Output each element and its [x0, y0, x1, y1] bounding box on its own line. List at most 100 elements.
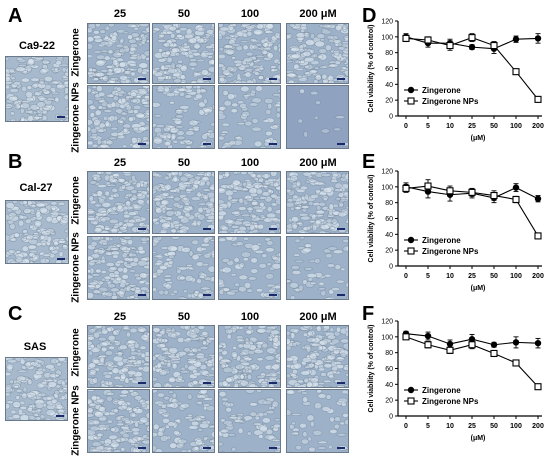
legend-marker-zingerone — [407, 386, 415, 394]
y-tick-label: 120 — [381, 19, 393, 26]
panel-letter-f: F — [362, 303, 375, 325]
y-tick-label: 80 — [385, 350, 393, 357]
legend-label-zingerone-nps: Zingerone NPs — [422, 247, 479, 256]
micrograph-b-zingerone-2 — [218, 171, 281, 234]
legend-label-zingerone-nps: Zingerone NPs — [422, 97, 479, 106]
y-tick-label: 100 — [381, 34, 393, 41]
x-tick-label: 200 — [532, 273, 544, 280]
data-point-zingerone — [512, 339, 520, 346]
panel-letter-a: A — [8, 5, 23, 27]
x-tick-label: 50 — [490, 123, 498, 130]
y-axis-label: Cell viability (% of control) — [368, 175, 375, 263]
conc-header-c-200: 200 μM — [299, 311, 337, 323]
micrograph-c-zingerone-nps-0 — [87, 389, 150, 453]
micrograph-c-zingerone-nps-2 — [218, 389, 281, 453]
x-tick-label: 0 — [404, 123, 408, 130]
scale-bar — [269, 228, 277, 230]
legend-label-zingerone: Zingerone — [422, 386, 461, 395]
scale-bar — [203, 382, 211, 384]
data-point-zingerone-nps — [534, 232, 542, 240]
row-label-a-zingerone-nps: Zingerone NPs — [70, 82, 82, 153]
data-point-zingerone-nps — [534, 95, 542, 103]
scale-bar — [203, 78, 211, 80]
micrograph-b-zingerone-nps-0 — [87, 236, 150, 300]
micrograph-a-zingerone-1 — [152, 23, 215, 84]
micrograph-c-zingerone-0 — [87, 325, 150, 388]
legend-marker-zingerone-nps — [407, 397, 415, 405]
conc-header-c-50: 50 — [177, 311, 191, 323]
micrograph-b-zingerone-0 — [87, 171, 150, 234]
micrograph-a-zingerone-nps-2 — [218, 85, 281, 149]
cell-line-label-a: Ca9-22 — [18, 40, 56, 52]
scale-bar — [203, 228, 211, 230]
data-point-zingerone-nps — [402, 184, 410, 192]
micrograph-b-zingerone-3 — [286, 171, 349, 234]
y-tick-label: 20 — [385, 98, 393, 105]
conc-header-a-100: 100 — [240, 8, 260, 20]
data-point-zingerone-nps — [512, 68, 520, 76]
y-tick-label: 80 — [385, 50, 393, 57]
x-tick-label: 0 — [404, 423, 408, 430]
legend-marker-zingerone-nps — [407, 97, 415, 105]
data-point-zingerone-nps — [512, 359, 520, 367]
conc-header-c-100: 100 — [240, 311, 260, 323]
y-axis-label: Cell viability (% of control) — [368, 25, 375, 113]
x-tick-label: 5 — [426, 273, 430, 280]
scale-bar — [56, 415, 64, 417]
data-point-zingerone — [468, 43, 476, 51]
conc-header-b-25: 25 — [113, 157, 127, 169]
data-point-zingerone — [446, 340, 454, 348]
cell-line-label-c: SAS — [23, 341, 47, 353]
scale-bar — [138, 382, 146, 384]
conc-header-b-50: 50 — [177, 157, 191, 169]
conc-header-a-50: 50 — [177, 8, 191, 20]
viability-chart-e: 0 20 40 60 80 100 120 0 5 10 25 50 100 200 (μM) Cell vi… — [368, 169, 544, 293]
micrograph-b-zingerone-1 — [152, 171, 215, 234]
scale-bar — [269, 143, 277, 145]
y-tick-label: 0 — [389, 414, 393, 421]
micrograph-a-zingerone-2 — [218, 23, 281, 84]
micrograph-c-zingerone-nps-3 — [286, 389, 349, 453]
data-point-zingerone-nps — [468, 341, 476, 349]
micrograph-c-zingerone-2 — [218, 325, 281, 388]
y-tick-label: 40 — [385, 82, 393, 89]
x-axis-label: (μM) — [471, 135, 486, 142]
data-point-zingerone-nps — [424, 36, 432, 44]
scale-bar — [337, 228, 345, 230]
data-point-zingerone-nps — [446, 187, 454, 195]
x-tick-label: 50 — [490, 423, 498, 430]
scale-bar — [138, 447, 146, 449]
scale-bar — [337, 382, 345, 384]
micrograph-b-zingerone-nps-1 — [152, 236, 215, 300]
legend-marker-zingerone — [407, 236, 415, 244]
scale-bar — [57, 258, 65, 260]
row-label-c-zingerone: Zingerone — [70, 328, 82, 377]
micrograph-c-zingerone-1 — [152, 325, 215, 388]
panel-letter-e: E — [362, 151, 376, 173]
panel-letter-d: D — [362, 5, 377, 27]
conc-header-b-200: 200 μM — [299, 157, 337, 169]
panel-letter-b: B — [8, 151, 23, 173]
y-tick-label: 40 — [385, 232, 393, 239]
reference-micrograph-c — [5, 357, 68, 421]
viability-chart-d: 0 20 40 60 80 100 120 0 5 10 25 50 100 200 (μM) Cell vi… — [368, 19, 544, 143]
scale-bar — [269, 78, 277, 80]
data-point-zingerone-nps — [512, 195, 520, 204]
data-point-zingerone — [512, 184, 520, 191]
scale-bar — [337, 294, 345, 296]
scale-bar — [138, 228, 146, 230]
y-tick-label: 100 — [381, 184, 393, 191]
x-tick-label: 25 — [468, 123, 476, 130]
y-tick-label: 100 — [381, 334, 393, 341]
legend-label-zingerone-nps: Zingerone NPs — [422, 397, 479, 406]
y-axis-label: Cell viability (% of control) — [368, 325, 375, 413]
reference-micrograph-a — [5, 56, 69, 122]
data-point-zingerone-nps — [402, 333, 410, 341]
x-tick-label: 10 — [446, 123, 454, 130]
row-label-c-zingerone-nps: Zingerone NPs — [70, 385, 82, 456]
x-tick-label: 25 — [468, 423, 476, 430]
micrograph-b-zingerone-nps-3 — [286, 236, 349, 300]
scale-bar — [57, 116, 65, 118]
data-point-zingerone — [490, 341, 498, 348]
x-tick-label: 100 — [510, 273, 522, 280]
